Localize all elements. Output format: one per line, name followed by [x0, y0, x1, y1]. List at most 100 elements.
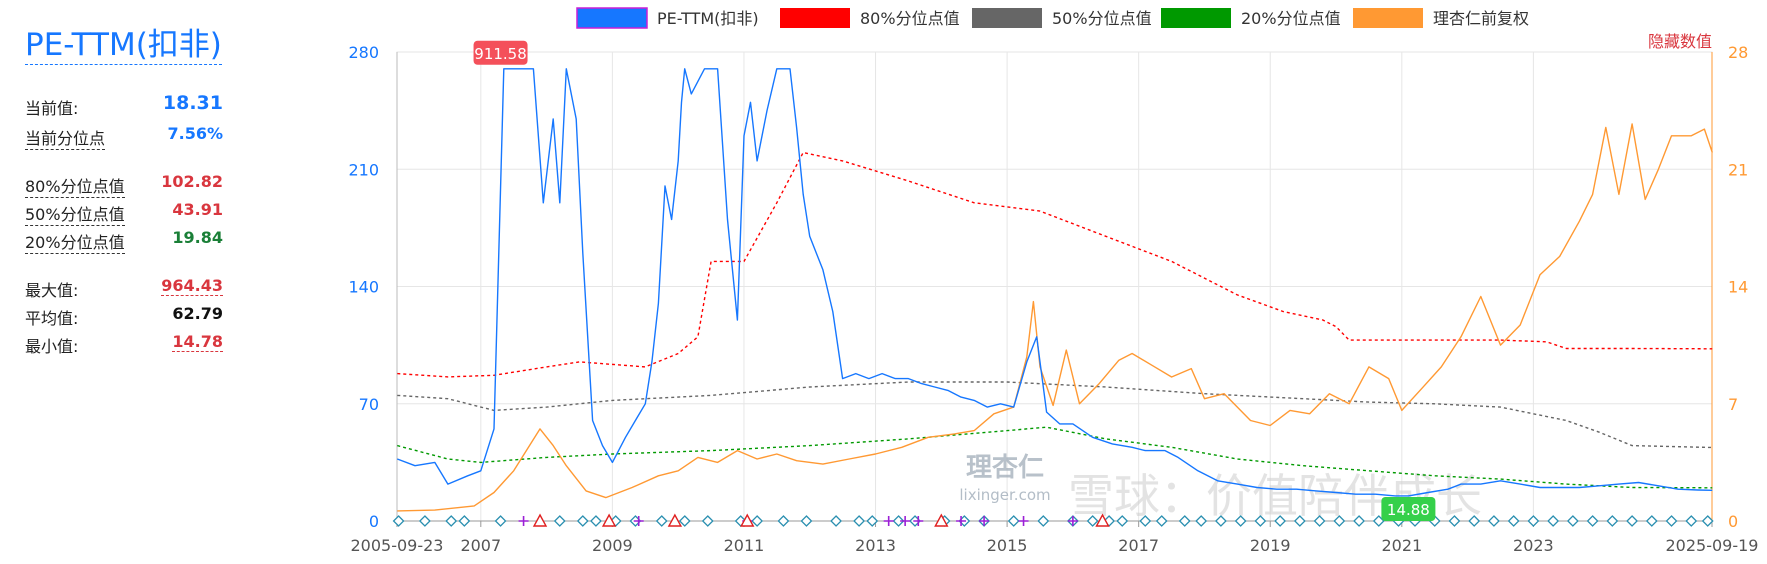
event-marker-diamond [1701, 515, 1714, 527]
stat-current: 当前值: 18.31 [25, 92, 223, 118]
y-left-tick-label: 140 [348, 278, 379, 297]
event-marker-diamond [494, 515, 507, 527]
y-right-tick-label: 0 [1728, 512, 1738, 531]
event-marker-plus [900, 516, 911, 526]
stats-panel: PE-TTM(扣非) 当前值: 18.31 当前分位点 7.56% 80%分位点… [0, 0, 250, 564]
legend-label: 80%分位点值 [860, 9, 960, 28]
stat-value: 102.82 [161, 172, 223, 191]
stat-max: 最大值: 964.43 [25, 274, 223, 300]
x-tick-label: 2005-09-23 [351, 536, 444, 555]
event-marker-diamond [800, 515, 813, 527]
event-marker-diamond [1178, 515, 1191, 527]
event-marker-diamond [1214, 515, 1227, 527]
event-marker-triangle [667, 513, 683, 527]
event-marker-plus [1067, 516, 1078, 526]
event-marker-plus [956, 516, 967, 526]
event-marker-diamond [445, 515, 458, 527]
y-right-tick-label: 28 [1728, 43, 1748, 62]
event-marker-diamond [1507, 515, 1520, 527]
stat-value: 7.56% [167, 124, 223, 143]
event-marker-diamond [751, 515, 764, 527]
event-marker-triangle [740, 513, 755, 527]
lixinger-domain: lixinger.com [959, 486, 1050, 504]
chart-annotations: 911.58 14.88 [473, 40, 1436, 521]
legend-label: 50%分位点值 [1052, 9, 1152, 28]
x-tick-label: 2021 [1381, 536, 1422, 555]
stat-p80: 80%分位点值 102.82 [25, 170, 223, 198]
y-left-tick-label: 0 [369, 512, 379, 531]
x-tick-label: 2025-09-19 [1666, 536, 1759, 555]
legend-swatch [1161, 8, 1231, 28]
stat-label[interactable]: 20%分位点值 [25, 229, 125, 254]
stat-min: 最小值: 14.78 [25, 330, 223, 356]
x-tick-label: 2017 [1118, 536, 1159, 555]
legend-label: PE-TTM(扣非) [657, 9, 759, 28]
event-marker-plus [883, 516, 894, 526]
event-marker-diamond [1685, 515, 1698, 527]
event-marker-diamond [1487, 515, 1500, 527]
event-marker-diamond [1274, 515, 1287, 527]
metric-title[interactable]: PE-TTM(扣非) [25, 27, 222, 65]
x-tick-label: 2015 [987, 536, 1028, 555]
legend-swatch [972, 8, 1042, 28]
x-tick-label: 2019 [1250, 536, 1291, 555]
event-marker-diamond [1586, 515, 1599, 527]
annotation-label: 14.88 [1387, 501, 1430, 519]
stat-label: 当前值: [25, 99, 79, 118]
annotation-badge [1381, 497, 1436, 521]
y-left-tick-label: 280 [348, 43, 379, 62]
x-tick-label: 2013 [855, 536, 896, 555]
event-marker-diamond [1333, 515, 1346, 527]
stat-value: 62.79 [172, 304, 223, 323]
stat-value: 19.84 [172, 228, 223, 247]
series-line-0 [397, 68, 1713, 497]
event-marker-diamond [830, 515, 842, 527]
x-tick-label: 2009 [592, 536, 633, 555]
legend-label: 20%分位点值 [1241, 9, 1341, 28]
event-marker-diamond [1665, 515, 1678, 527]
event-marker-plus [913, 516, 924, 526]
stat-current-percentile: 当前分位点 7.56% [25, 122, 223, 150]
stat-value[interactable]: 14.78 [172, 332, 223, 352]
event-marker-diamond [701, 515, 714, 527]
series-line-1 [397, 151, 1713, 378]
event-marker-plus [633, 516, 644, 526]
event-marker-diamond [1116, 515, 1129, 527]
event-marker-diamond [1086, 515, 1099, 527]
event-marker-diamond [655, 515, 668, 527]
stat-label[interactable]: 80%分位点值 [25, 173, 125, 198]
event-marker-diamond [576, 515, 589, 527]
series-line-3 [397, 426, 1713, 489]
stat-value[interactable]: 964.43 [161, 276, 223, 296]
event-marker-diamond [1372, 515, 1385, 527]
event-marker-diamond [1547, 515, 1560, 527]
event-marker-diamond [1448, 515, 1461, 527]
stat-label[interactable]: 50%分位点值 [25, 201, 125, 226]
stat-label: 最大值: [25, 281, 79, 300]
event-marker-triangle [934, 513, 949, 527]
hide-values-toggle[interactable]: 隐藏数值 [1648, 32, 1712, 51]
event-marker-diamond [1645, 515, 1658, 527]
stat-mean: 平均值: 62.79 [25, 302, 223, 328]
chart-legend[interactable]: PE-TTM(扣非) 80%分位点值 50%分位点值 20%分位点值 理杏仁前复权 [576, 7, 1529, 29]
y-right-tick-label: 7 [1728, 395, 1738, 414]
event-marker-plus [979, 516, 990, 526]
stat-label[interactable]: 当前分位点 [25, 125, 106, 150]
annotation-label: 911.58 [474, 45, 527, 63]
chart-grid [396, 51, 1713, 522]
stat-label: 最小值: [25, 337, 79, 356]
x-tick-label: 2011 [724, 536, 765, 555]
event-marker-diamond [458, 515, 471, 527]
event-marker-diamond [1195, 515, 1208, 527]
y-right-tick-label: 14 [1728, 278, 1748, 297]
event-marker-diamond [1234, 515, 1247, 527]
chart-series [397, 68, 1713, 512]
event-marker-diamond [1353, 515, 1365, 527]
event-marker-plus [518, 516, 529, 526]
event-marker-diamond [553, 515, 566, 527]
y-left-tick-label: 70 [359, 395, 379, 414]
event-marker-diamond [590, 515, 602, 527]
event-marker-diamond [1254, 515, 1267, 527]
event-marker-diamond [1606, 515, 1619, 527]
